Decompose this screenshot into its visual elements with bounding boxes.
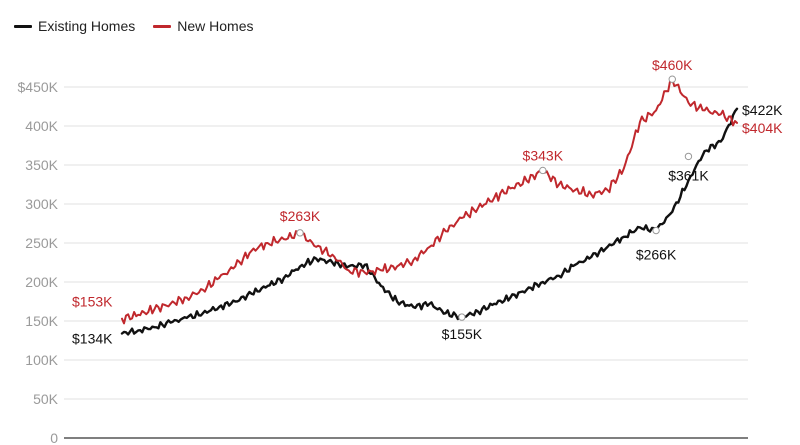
y-tick-label-7: 350K (25, 157, 58, 173)
annotation-label-9: $404K (742, 120, 783, 136)
annotation-label-8: $422K (742, 102, 783, 118)
annotation-label-1: $153K (72, 294, 113, 310)
annotation-marker-6 (684, 152, 693, 161)
annotation-label-7: $460K (652, 57, 693, 73)
annotation-label-0: $134K (72, 330, 113, 346)
legend-swatch-new-homes (153, 24, 172, 28)
series-line-existing-homes (120, 107, 739, 336)
annotation-marker-3 (458, 313, 466, 321)
y-tick-label-5: 250K (25, 235, 58, 251)
y-tick-label-1: 50K (33, 391, 59, 407)
legend-label-existing-homes: Existing Homes (38, 18, 136, 34)
annotation-marker-7 (668, 75, 676, 83)
series-line-new-homes (121, 78, 738, 325)
y-tick-label-9: $450K (18, 79, 59, 95)
y-tick-label-4: 200K (25, 274, 58, 290)
annotation-label-5: $266K (636, 247, 677, 263)
legend-label-new-homes: New Homes (177, 18, 254, 34)
y-tick-label-8: 400K (25, 118, 58, 134)
y-tick-label-0: 0 (50, 430, 58, 445)
legend-item-existing-homes: Existing Homes (14, 18, 135, 34)
annotation-marker-2 (296, 229, 304, 237)
legend-item-new-homes: New Homes (153, 18, 254, 34)
annotation-label-2: $263K (280, 208, 321, 224)
y-tick-label-3: 150K (25, 313, 58, 329)
annotation-label-3: $155K (442, 326, 483, 342)
legend-swatch-existing-homes (14, 24, 32, 28)
annotation-label-6: $361K (668, 167, 709, 183)
annotation-label-4: $343K (523, 147, 564, 163)
annotation-marker-5 (652, 226, 660, 235)
annotation-marker-4 (539, 166, 547, 175)
y-tick-label-6: 300K (25, 196, 58, 212)
y-tick-label-2: 100K (25, 352, 58, 368)
chart-legend: Existing Homes New Homes (14, 18, 272, 34)
